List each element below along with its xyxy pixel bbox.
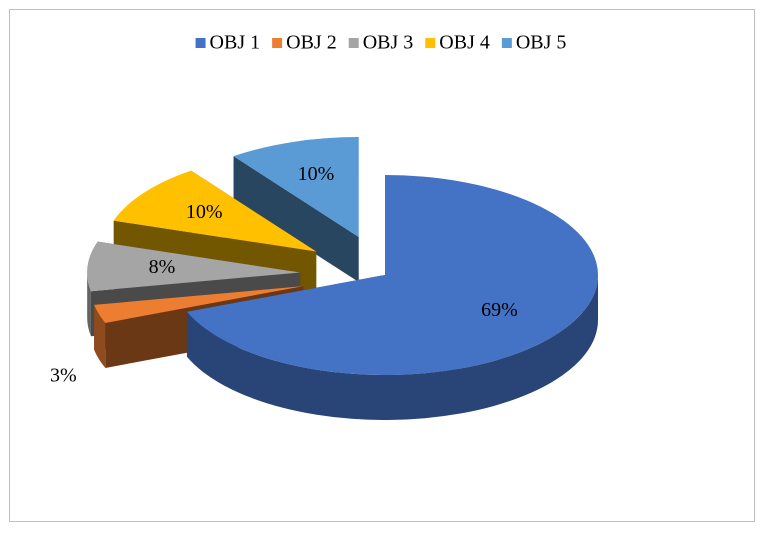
slice-side — [94, 304, 106, 368]
legend-label: OBJ 1 — [210, 32, 261, 54]
legend-swatch — [425, 38, 436, 48]
legend: OBJ 1 OBJ 2 OBJ 3 OBJ 4 OBJ 5 — [195, 32, 567, 54]
pie-slice — [186, 175, 598, 376]
legend-label: OBJ 4 — [439, 32, 490, 54]
pie-slice — [113, 170, 317, 252]
legend-label: OBJ 2 — [286, 32, 337, 54]
pie-tops — [87, 137, 598, 376]
pie-slice — [233, 137, 359, 238]
data-labels: 69% 3% 8% 10% 10% — [50, 163, 518, 387]
slice-side — [186, 275, 598, 421]
legend-swatch — [348, 38, 359, 48]
legend-swatch — [195, 38, 206, 48]
slice-wall — [233, 156, 359, 283]
data-label: 8% — [149, 256, 176, 278]
pie-slice — [87, 241, 301, 292]
legend-label: OBJ 5 — [516, 32, 567, 54]
legend-label: OBJ 3 — [363, 32, 414, 54]
data-label: 3% — [50, 364, 77, 386]
legend-swatch — [501, 38, 512, 48]
slice-side — [87, 272, 91, 337]
pie-slice — [94, 286, 304, 323]
data-label: 69% — [481, 299, 518, 321]
data-label: 10% — [298, 163, 335, 185]
legend-swatch — [272, 38, 283, 48]
data-label: 10% — [186, 201, 223, 223]
